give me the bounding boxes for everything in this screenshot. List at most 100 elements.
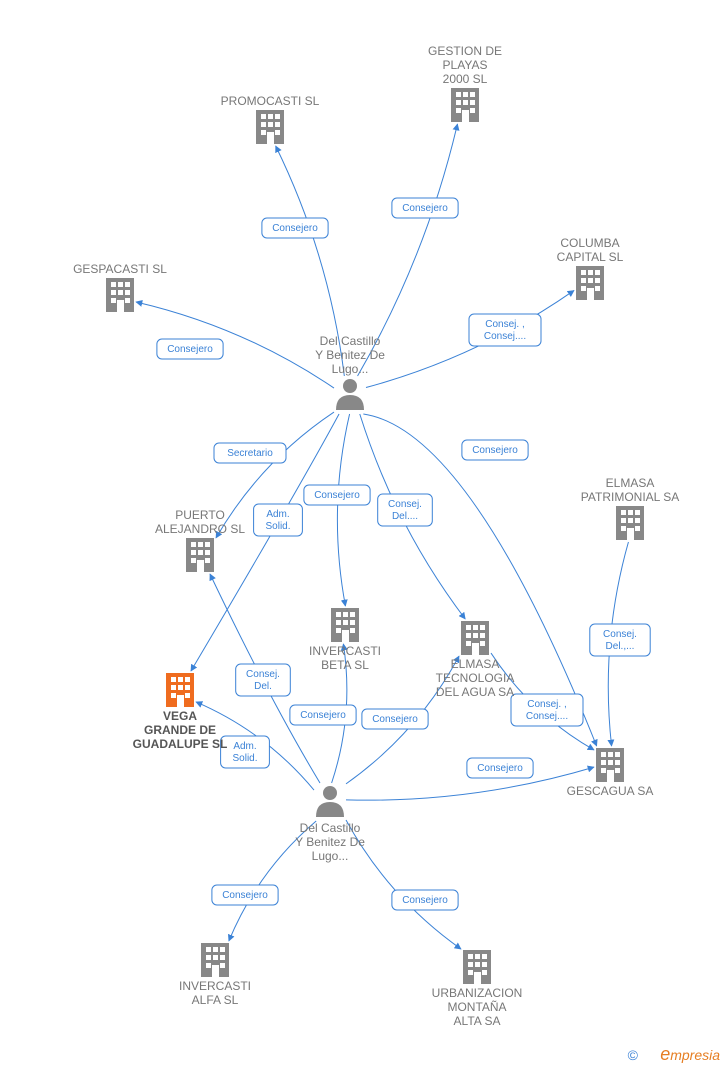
node-label: GESTION DE — [428, 44, 502, 58]
node-label: GRANDE DE — [144, 723, 216, 737]
edge-label: Consej.Del. — [236, 664, 291, 696]
node-label: Lugo... — [312, 849, 349, 863]
node-label: PROMOCASTI SL — [221, 94, 320, 108]
company-node-puerto[interactable]: PUERTOALEJANDRO SL — [155, 508, 245, 572]
edge-label: Consejero — [467, 758, 533, 778]
building-icon — [463, 950, 491, 984]
edge-label: Adm.Solid. — [254, 504, 303, 536]
building-icon — [596, 748, 624, 782]
node-label: INVERCASTI — [309, 644, 381, 658]
svg-text:Secretario: Secretario — [227, 448, 273, 459]
svg-text:Solid.: Solid. — [232, 753, 257, 764]
svg-text:Consej. ,: Consej. , — [485, 319, 524, 330]
edge-label: Consejero — [392, 890, 458, 910]
building-icon — [256, 110, 284, 144]
svg-text:Consej.: Consej. — [246, 669, 280, 680]
node-label: Del Castillo — [320, 334, 381, 348]
building-icon — [616, 506, 644, 540]
building-icon — [461, 621, 489, 655]
building-icon — [186, 538, 214, 572]
node-label: GESCAGUA SA — [567, 784, 654, 798]
svg-text:Consej....: Consej.... — [484, 331, 526, 342]
company-node-invercasti_b[interactable]: INVERCASTIBETA SL — [309, 608, 381, 672]
person-node-person1[interactable]: Del CastilloY Benitez DeLugo... — [315, 334, 385, 410]
edge-label: Consejero — [212, 885, 278, 905]
building-icon — [106, 278, 134, 312]
watermark-text: empresia — [660, 1044, 720, 1064]
node-label: ALFA SL — [192, 993, 239, 1007]
company-node-elmasa_tec[interactable]: ELMASATECNOLOGIADEL AGUA SA — [436, 621, 515, 699]
company-node-urbanizacion[interactable]: URBANIZACIONMONTAÑAALTA SA — [432, 950, 523, 1028]
edge-label: Consej.Del.... — [378, 494, 433, 526]
network-diagram: ConsejeroConsejeroConsej. ,Consej....Con… — [0, 0, 728, 1070]
node-label: MONTAÑA — [447, 1000, 506, 1014]
node-label: ALTA SA — [454, 1014, 501, 1028]
company-node-columba[interactable]: COLUMBACAPITAL SL — [557, 236, 624, 300]
svg-text:Consejero: Consejero — [402, 203, 448, 214]
node-label: Y Benitez De — [315, 348, 385, 362]
svg-text:Consejero: Consejero — [272, 223, 318, 234]
edge-label: Consej.Del.,... — [590, 624, 650, 656]
node-label: GUADALUPE SL — [133, 737, 228, 751]
edge-label: Consej. ,Consej.... — [511, 694, 583, 726]
svg-text:Consejero: Consejero — [167, 344, 213, 355]
node-label: 2000 SL — [443, 72, 488, 86]
company-node-gestion[interactable]: GESTION DEPLAYAS2000 SL — [428, 44, 502, 122]
node-label: TECNOLOGIA — [436, 671, 515, 685]
company-node-gescagua[interactable]: GESCAGUA SA — [567, 748, 654, 798]
building-icon — [166, 673, 194, 707]
relationship-edge — [337, 414, 349, 606]
company-node-promocasti[interactable]: PROMOCASTI SL — [221, 94, 320, 144]
svg-text:Del.: Del. — [254, 681, 272, 692]
node-label: ELMASA — [606, 476, 655, 490]
company-node-gespacasti[interactable]: GESPACASTI SL — [73, 262, 167, 312]
edge-label: Consejero — [262, 218, 328, 238]
svg-text:Solid.: Solid. — [265, 521, 290, 532]
building-icon — [331, 608, 359, 642]
edge-label: Secretario — [214, 443, 286, 463]
copyright-symbol: © — [628, 1047, 639, 1063]
building-icon — [451, 88, 479, 122]
company-node-invercasti_a[interactable]: INVERCASTIALFA SL — [179, 943, 251, 1007]
edge-label: Adm.Solid. — [221, 736, 270, 768]
company-node-vega[interactable]: VEGAGRANDE DEGUADALUPE SL — [133, 673, 228, 751]
node-label: URBANIZACION — [432, 986, 523, 1000]
node-label: Lugo... — [332, 362, 369, 376]
edge-label: Consejero — [462, 440, 528, 460]
svg-text:Consejero: Consejero — [402, 895, 448, 906]
edge-label: Consejero — [392, 198, 458, 218]
person-icon — [336, 379, 364, 410]
company-node-elmasa_pat[interactable]: ELMASAPATRIMONIAL SA — [581, 476, 679, 540]
svg-text:Consejero: Consejero — [472, 445, 518, 456]
edge-label: Consejero — [290, 705, 356, 725]
edge-label: Consejero — [304, 485, 370, 505]
svg-text:Consejero: Consejero — [477, 763, 523, 774]
person-icon — [316, 786, 344, 817]
node-label: CAPITAL SL — [557, 250, 624, 264]
edge-label: Consejero — [362, 709, 428, 729]
node-label: PLAYAS — [443, 58, 488, 72]
node-label: VEGA — [163, 709, 197, 723]
node-label: ELMASA — [451, 657, 500, 671]
node-label: COLUMBA — [560, 236, 619, 250]
node-label: INVERCASTI — [179, 979, 251, 993]
node-label: Y Benitez De — [295, 835, 365, 849]
svg-text:Adm.: Adm. — [233, 741, 256, 752]
person-node-person2[interactable]: Del CastilloY Benitez DeLugo... — [295, 786, 365, 863]
building-icon — [201, 943, 229, 977]
svg-text:Consejero: Consejero — [222, 890, 268, 901]
svg-text:Consejero: Consejero — [314, 490, 360, 501]
svg-text:Consejero: Consejero — [300, 710, 346, 721]
node-label: BETA SL — [321, 658, 369, 672]
svg-text:Del.,...: Del.,... — [606, 641, 635, 652]
svg-text:Del....: Del.... — [392, 511, 418, 522]
edge-label: Consej. ,Consej.... — [469, 314, 541, 346]
node-label: PUERTO — [175, 508, 225, 522]
svg-text:Consej. ,: Consej. , — [527, 699, 566, 710]
node-label: Del Castillo — [300, 821, 361, 835]
edge-label: Consejero — [157, 339, 223, 359]
svg-text:Consej.: Consej. — [388, 499, 422, 510]
node-label: PATRIMONIAL SA — [581, 490, 679, 504]
svg-text:Consejero: Consejero — [372, 714, 418, 725]
svg-text:Consej.: Consej. — [603, 629, 637, 640]
